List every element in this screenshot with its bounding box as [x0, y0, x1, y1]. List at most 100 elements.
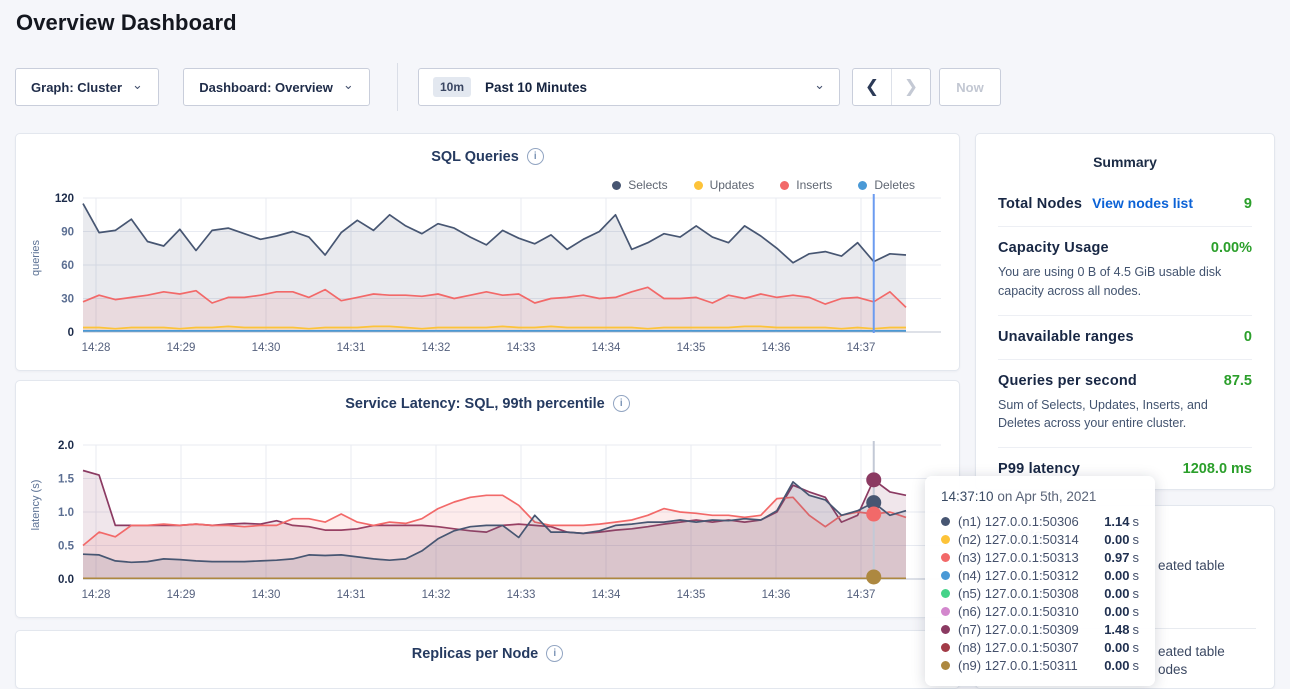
tooltip-row: (n9) 127.0.0.1:503110.00s — [941, 656, 1139, 674]
chevron-down-icon: ⌄ — [343, 81, 354, 89]
svg-text:14:32: 14:32 — [422, 589, 451, 601]
svg-text:14:29: 14:29 — [167, 589, 196, 601]
info-icon[interactable]: i — [527, 148, 544, 165]
service-latency-chart-card: Service Latency: SQL, 99th percentile i … — [15, 380, 960, 618]
event-text-fragment: odes — [1158, 662, 1187, 677]
info-icon[interactable]: i — [546, 645, 563, 662]
chart-tooltip: 14:37:10 on Apr 5th, 2021 (n1) 127.0.0.1… — [925, 476, 1155, 686]
svg-text:14:34: 14:34 — [592, 342, 621, 354]
tooltip-row: (n3) 127.0.0.1:50313 0.97 s — [941, 548, 1139, 566]
svg-text:0.5: 0.5 — [58, 541, 75, 553]
tooltip-row: (n4) 127.0.0.1:50312 0.00 s — [941, 566, 1139, 584]
tooltip-node-value: 0.00 — [1104, 568, 1129, 583]
svg-text:14:35: 14:35 — [677, 589, 706, 601]
tooltip-node-unit: s — [1133, 550, 1140, 565]
node-color-dot-icon — [941, 571, 950, 580]
tooltip-node-unit: s — [1133, 640, 1140, 655]
svg-text:14:28: 14:28 — [82, 589, 111, 601]
node-color-dot-icon — [941, 643, 950, 652]
tooltip-node-label: (n1) 127.0.0.1:50306 — [958, 514, 1079, 529]
node-color-dot-icon — [941, 625, 950, 634]
tooltip-timestamp: 14:37:10 on Apr 5th, 2021 — [941, 489, 1139, 504]
tooltip-node-unit: s — [1133, 568, 1140, 583]
svg-text:14:31: 14:31 — [337, 342, 366, 354]
summary-row: Total Nodes View nodes list 9 — [998, 182, 1252, 226]
svg-text:0.0: 0.0 — [58, 574, 74, 586]
node-color-dot-icon — [941, 553, 950, 562]
graph-dropdown[interactable]: Graph: Cluster ⌄ — [15, 68, 159, 106]
tooltip-row: (n8) 127.0.0.1:50307 0.00 s — [941, 638, 1139, 656]
tooltip-row: (n7) 127.0.0.1:50309 1.48 s — [941, 620, 1139, 638]
tooltip-node-unit: s — [1133, 622, 1140, 637]
tooltip-node-value: 0.97 — [1104, 550, 1129, 565]
tooltip-row: (n1) 127.0.0.1:50306 1.14 s — [941, 512, 1139, 530]
time-step-buttons: ❮ ❯ — [852, 68, 931, 106]
node-color-dot-icon — [941, 535, 950, 544]
node-color-dot-icon — [941, 517, 950, 526]
svg-text:14:34: 14:34 — [592, 589, 621, 601]
summary-description: Sum of Selects, Updates, Inserts, and De… — [998, 396, 1252, 434]
tooltip-node-label: (n8) 127.0.0.1:50307 — [958, 640, 1079, 655]
svg-text:90: 90 — [61, 227, 74, 239]
tooltip-node-value: 0.00 — [1104, 640, 1129, 655]
svg-text:14:33: 14:33 — [507, 589, 536, 601]
summary-title: Summary — [998, 154, 1252, 170]
chart-title-text: Service Latency: SQL, 99th percentile — [345, 396, 605, 412]
time-range-picker[interactable]: 10m Past 10 Minutes ⌄ — [418, 68, 840, 106]
event-text-fragment: eated table — [1158, 644, 1225, 659]
sql-queries-chart[interactable]: 030609012014:2814:2914:3014:3114:3214:33… — [16, 188, 961, 360]
service-latency-chart[interactable]: 0.00.51.01.52.014:2814:2914:3014:3114:32… — [16, 435, 961, 607]
chevron-down-icon: ⌄ — [132, 81, 143, 89]
svg-text:14:37: 14:37 — [847, 342, 876, 354]
summary-description: You are using 0 B of 4.5 GiB usable disk… — [998, 263, 1252, 301]
view-nodes-list-link[interactable]: View nodes list — [1092, 195, 1193, 211]
node-color-dot-icon — [941, 607, 950, 616]
summary-row: Unavailable ranges0 — [998, 315, 1252, 359]
tooltip-row: (n2) 127.0.0.1:503140.00s — [941, 530, 1139, 548]
svg-text:14:30: 14:30 — [252, 342, 281, 354]
summary-label: Queries per second — [998, 373, 1137, 389]
tooltip-node-value: 0.00 — [1104, 658, 1129, 673]
tooltip-row: (n6) 127.0.0.1:503100.00s — [941, 602, 1139, 620]
svg-text:120: 120 — [55, 193, 74, 205]
summary-value: 87.5 — [1224, 373, 1252, 389]
dashboard-dropdown[interactable]: Dashboard: Overview ⌄ — [183, 68, 370, 106]
tooltip-node-value: 0.00 — [1104, 532, 1129, 547]
sql-queries-title: SQL Queries i — [16, 148, 959, 165]
summary-panel: Summary Total Nodes View nodes list 9 Capac… — [975, 133, 1275, 490]
summary-label: Total Nodes — [998, 196, 1082, 212]
chart-title-text: SQL Queries — [431, 149, 519, 165]
tooltip-node-label: (n4) 127.0.0.1:50312 — [958, 568, 1079, 583]
svg-text:14:33: 14:33 — [507, 342, 536, 354]
summary-label: Unavailable ranges — [998, 329, 1134, 345]
replicas-per-node-chart-card: Replicas per Node i — [15, 630, 960, 689]
tooltip-node-unit: s — [1133, 604, 1140, 619]
svg-text:14:32: 14:32 — [422, 342, 451, 354]
svg-text:14:30: 14:30 — [252, 589, 281, 601]
tooltip-rows: (n1) 127.0.0.1:50306 1.14 s (n2) 127.0.0.1:… — [941, 512, 1139, 674]
tooltip-node-unit: s — [1133, 514, 1140, 529]
tooltip-node-label: (n7) 127.0.0.1:50309 — [958, 622, 1079, 637]
summary-value: 9 — [1244, 196, 1252, 212]
svg-text:60: 60 — [61, 260, 74, 272]
time-next-button[interactable]: ❯ — [891, 69, 930, 105]
svg-text:30: 30 — [61, 294, 74, 306]
node-color-dot-icon — [941, 589, 950, 598]
info-icon[interactable]: i — [613, 395, 630, 412]
now-button[interactable]: Now — [939, 68, 1001, 106]
tooltip-node-value: 1.14 — [1104, 514, 1129, 529]
svg-text:1.0: 1.0 — [58, 507, 74, 519]
summary-label: Capacity Usage — [998, 240, 1109, 256]
time-prev-button[interactable]: ❮ — [853, 69, 891, 105]
tooltip-node-value: 1.48 — [1104, 622, 1129, 637]
time-range-badge: 10m — [433, 77, 471, 97]
tooltip-node-label: (n3) 127.0.0.1:50313 — [958, 550, 1079, 565]
tooltip-node-label: (n2) 127.0.0.1:50314 — [958, 532, 1079, 547]
sql-queries-chart-card: SQL Queries i SelectsUpdatesInsertsDelet… — [15, 133, 960, 371]
graph-dropdown-label: Graph: Cluster — [31, 80, 122, 95]
tooltip-row: (n5) 127.0.0.1:503080.00s — [941, 584, 1139, 602]
svg-text:14:37: 14:37 — [847, 589, 876, 601]
tooltip-node-value: 0.00 — [1104, 586, 1129, 601]
svg-text:1.5: 1.5 — [58, 474, 75, 486]
service-latency-title: Service Latency: SQL, 99th percentile i — [16, 395, 959, 412]
